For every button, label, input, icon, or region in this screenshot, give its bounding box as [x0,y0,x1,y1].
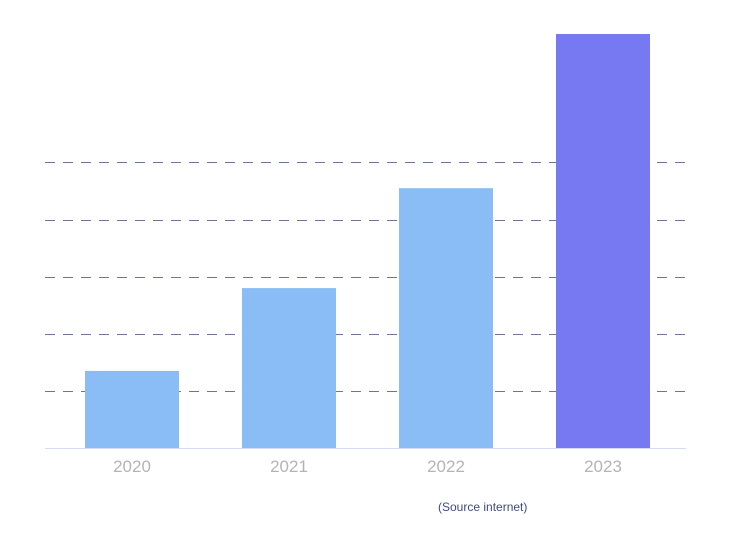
x-tick-label-2022: 2022 [427,457,465,476]
bar-2023 [556,34,650,448]
bars [85,34,650,448]
bar-2021 [242,288,336,448]
x-tick-labels: 2020 2021 2022 2023 [113,457,622,476]
x-tick-label-2023: 2023 [584,457,622,476]
x-tick-label-2020: 2020 [113,457,151,476]
x-tick-label-2021: 2021 [270,457,308,476]
source-note: (Source internet) [438,500,528,514]
bar-2022 [399,188,493,448]
bar-2020 [85,370,179,448]
